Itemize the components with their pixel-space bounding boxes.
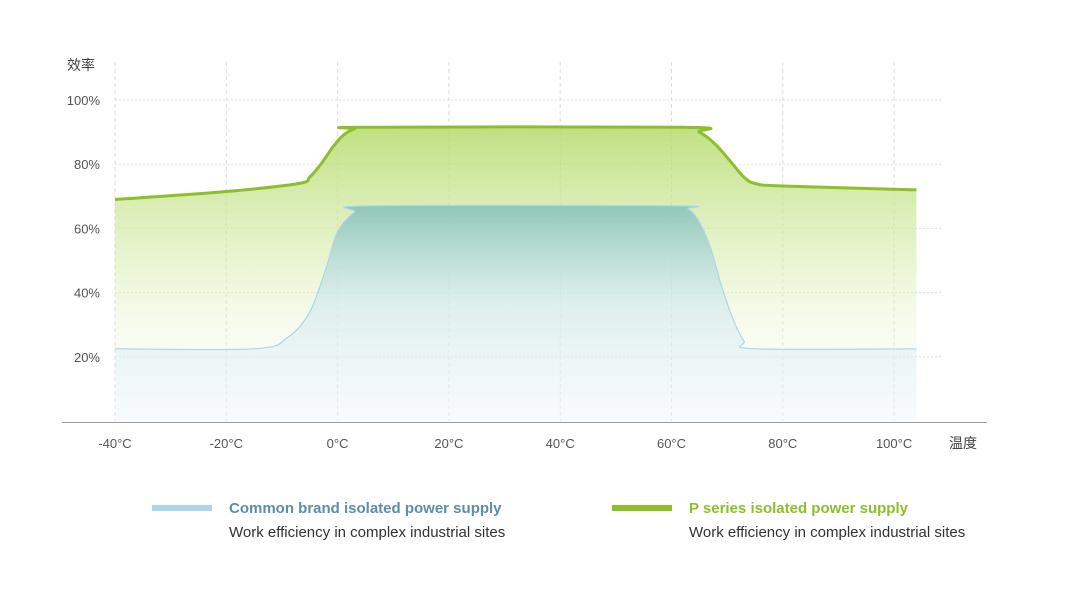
x-axis-ticks: -40°C -20°C 0°C 20°C 40°C 60°C 80°C 100°C: [98, 436, 912, 451]
y-tick-label: 40%: [74, 286, 100, 301]
x-tick-label: 100°C: [876, 436, 912, 451]
x-tick-label: 0°C: [327, 436, 349, 451]
y-tick-label: 100%: [67, 93, 101, 108]
legend-name-common: Common brand isolated power supply: [229, 500, 502, 517]
area-common: [115, 205, 917, 421]
x-tick-label: 20°C: [434, 436, 463, 451]
x-tick-label: 40°C: [546, 436, 575, 451]
x-tick-label: -40°C: [98, 436, 131, 451]
x-axis-title: 温度: [949, 436, 977, 452]
y-axis-title: 效率: [67, 57, 95, 74]
legend-desc-common: Work efficiency in complex industrial si…: [229, 524, 506, 541]
x-tick-label: -20°C: [210, 436, 243, 451]
y-axis-ticks: 20% 40% 60% 80% 100%: [67, 93, 101, 365]
y-tick-label: 60%: [74, 221, 100, 236]
series-lines: [114, 125, 917, 351]
series-areas: [115, 126, 917, 421]
legend-swatch-common: [152, 505, 212, 511]
line-common: [114, 204, 917, 351]
x-tick-label: 80°C: [768, 436, 797, 451]
x-tick-label: 60°C: [657, 436, 686, 451]
legend-name-p: P series isolated power supply: [689, 500, 908, 517]
y-tick-label: 80%: [74, 157, 100, 172]
legend-desc-p: Work efficiency in complex industrial si…: [689, 524, 966, 541]
legend-swatch-p: [612, 505, 672, 511]
y-tick-label: 20%: [74, 350, 100, 365]
line-p-series: [114, 125, 917, 201]
